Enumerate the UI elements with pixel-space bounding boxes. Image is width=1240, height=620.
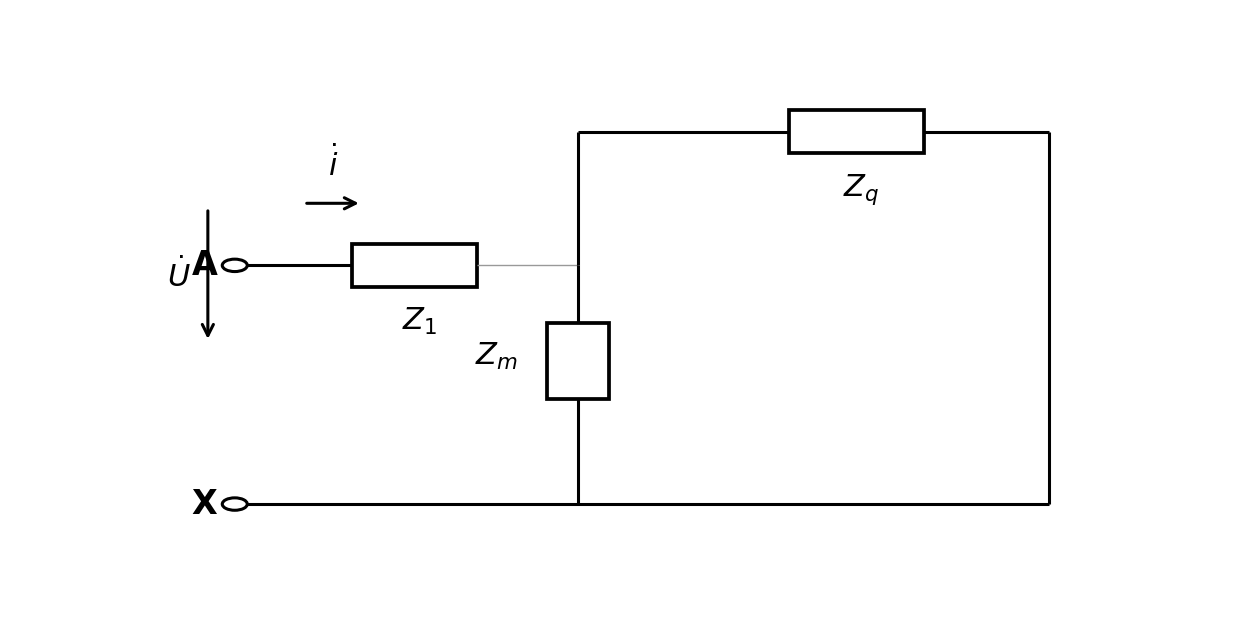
- Bar: [352, 244, 477, 287]
- Text: X: X: [192, 487, 217, 521]
- Text: A: A: [192, 249, 217, 282]
- Bar: [789, 110, 924, 153]
- Bar: [547, 322, 609, 399]
- Text: $Z_1$: $Z_1$: [402, 306, 436, 337]
- Text: $\dot{U}$: $\dot{U}$: [167, 257, 191, 293]
- Text: $Z_q$: $Z_q$: [843, 172, 879, 207]
- Text: $\dot{i}$: $\dot{i}$: [327, 145, 339, 182]
- Text: $Z_m$: $Z_m$: [475, 340, 518, 371]
